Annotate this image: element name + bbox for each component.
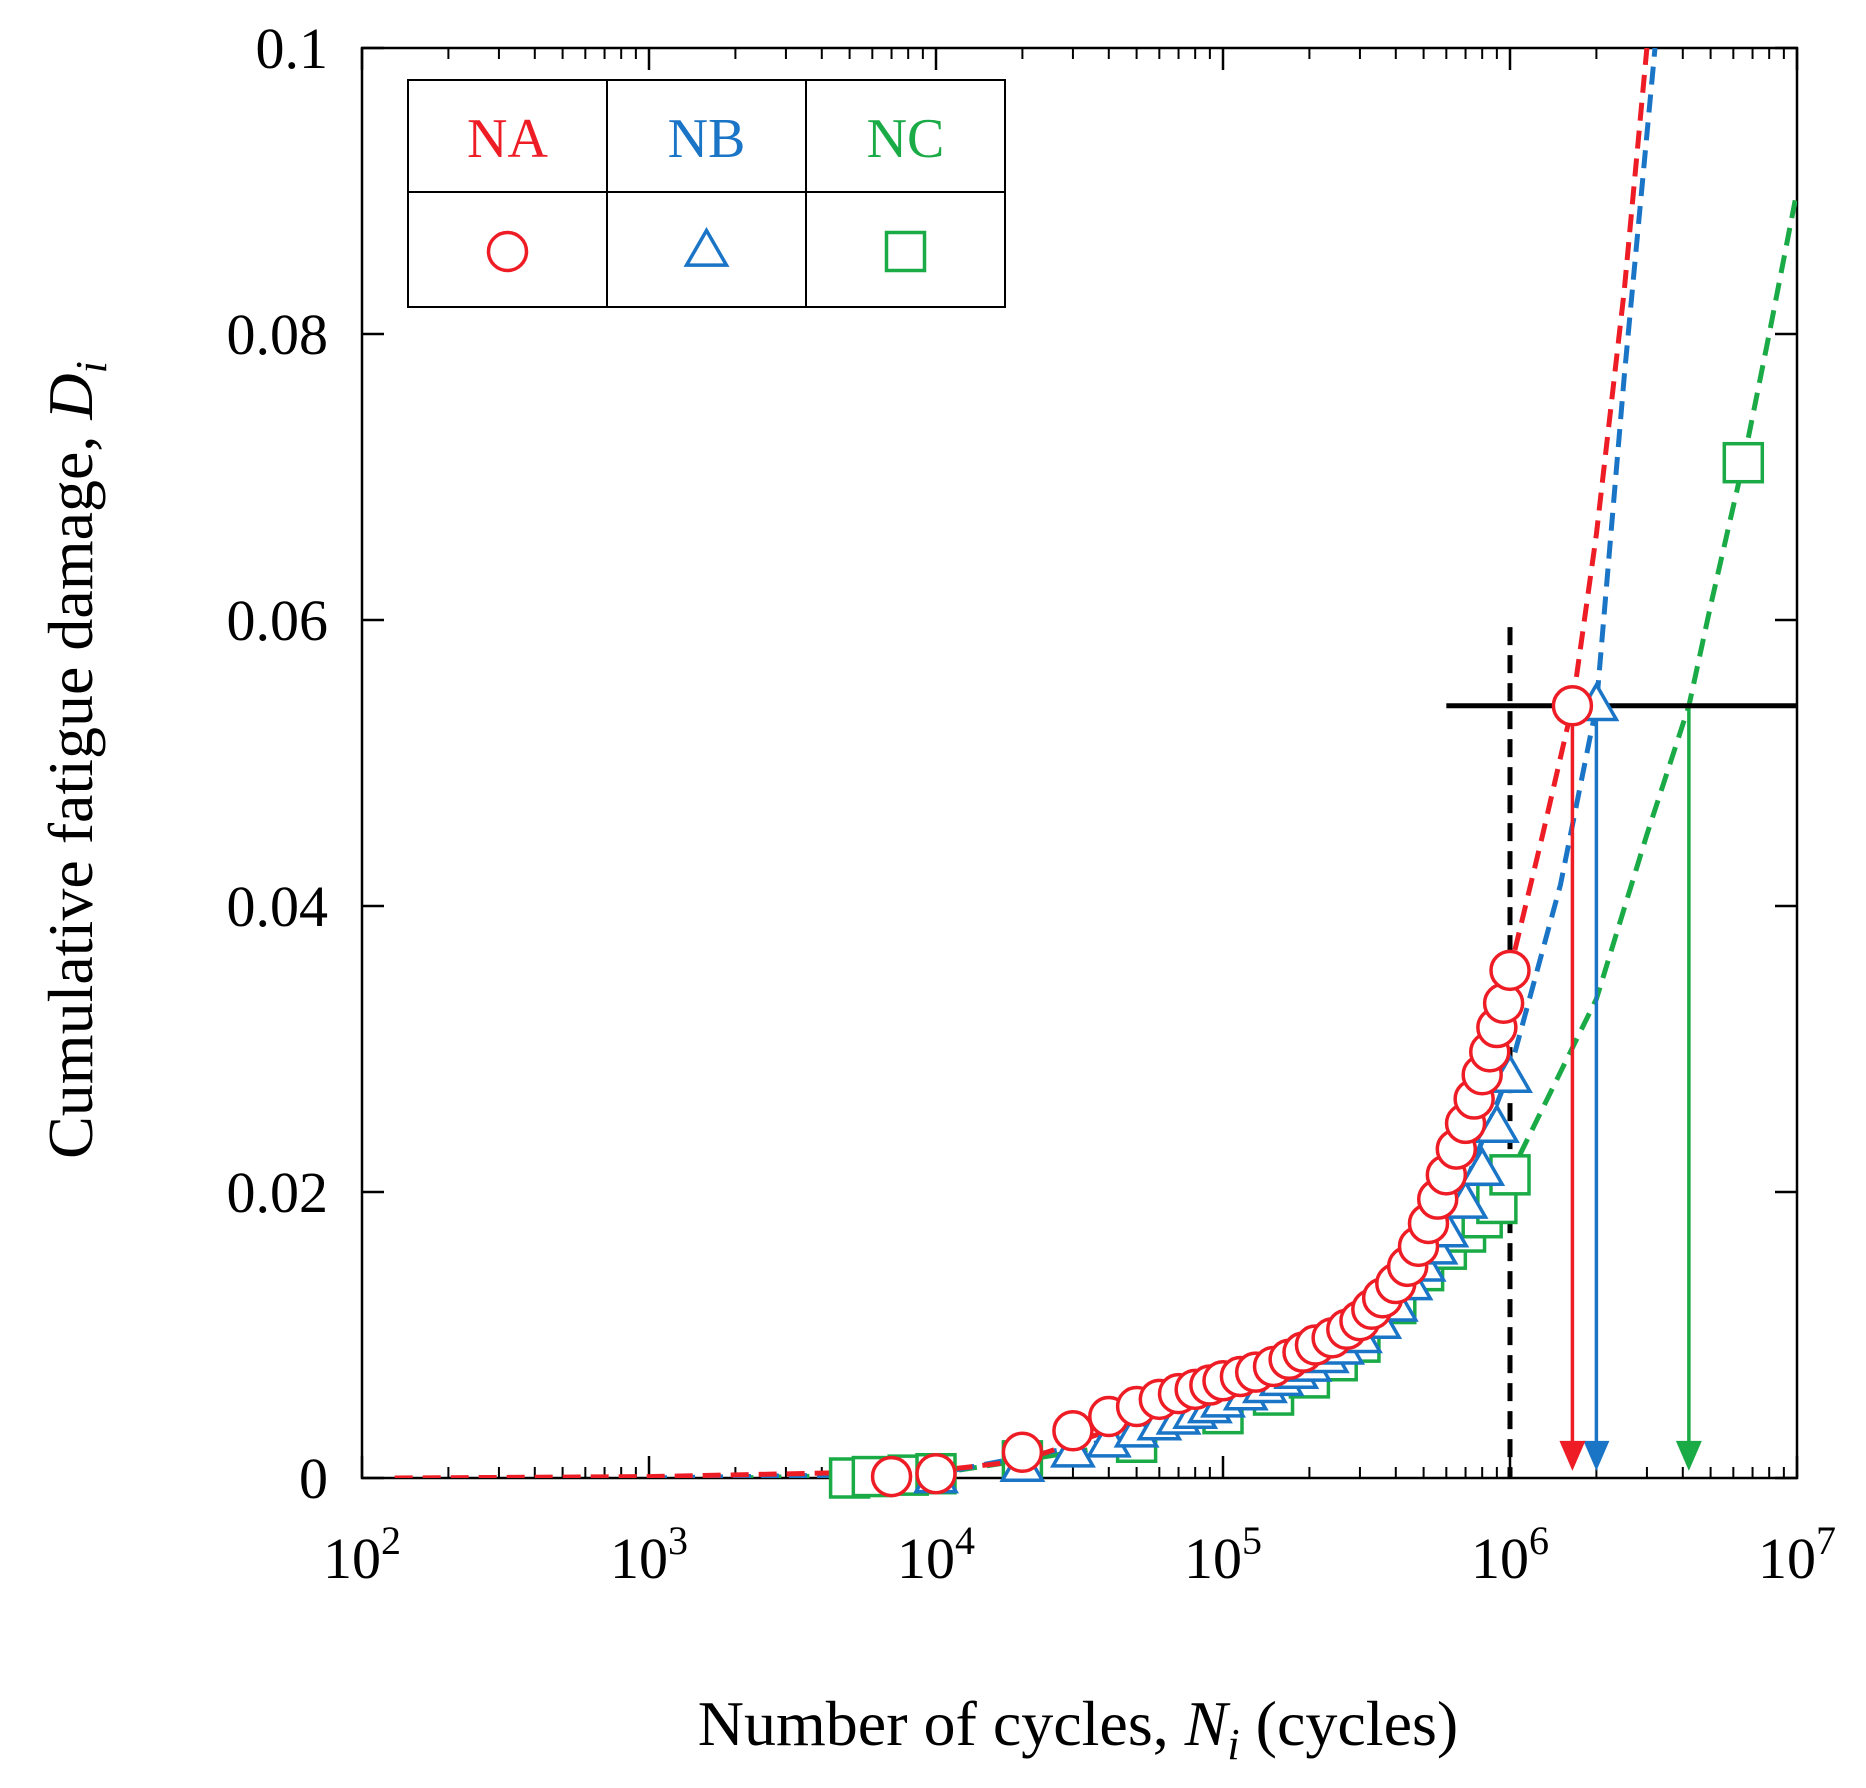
fit-curve-nc [735, 190, 1797, 1478]
data-point-nc [1722, 441, 1765, 484]
y-tick-label: 0.02 [227, 1160, 329, 1225]
projection-arrowhead-nb [1583, 1440, 1610, 1471]
x-tick-label: 105 [1184, 1518, 1262, 1591]
legend-label-na: NA [467, 108, 548, 170]
legend-label-nb: NB [668, 108, 746, 170]
x-tick-label: 104 [897, 1518, 975, 1591]
x-tick-label: 107 [1758, 1518, 1836, 1591]
x-tick-label: 103 [610, 1518, 688, 1591]
data-point-nb [1459, 1146, 1506, 1186]
legend-marker-na [486, 230, 529, 273]
y-tick-label: 0.04 [227, 874, 329, 939]
data-point-na [1551, 685, 1594, 727]
data-point-na [915, 1452, 957, 1495]
y-tick-label: 0.08 [227, 302, 329, 367]
x-axis-title: Number of cycles, Ni (cycles) [698, 1688, 1458, 1769]
y-tick-label: 0 [299, 1446, 328, 1511]
legend-label-nc: NC [867, 108, 945, 170]
data-point-nb [1473, 1103, 1520, 1144]
legend-marker-nb [683, 226, 730, 267]
projection-arrowhead-na [1559, 1440, 1586, 1471]
data-point-na [870, 1455, 913, 1498]
x-tick-label: 102 [323, 1518, 401, 1591]
y-axis-title: Cumulative fatigue damage, Di [35, 361, 116, 1159]
data-point-na [1052, 1410, 1094, 1452]
projection-arrowhead-nc [1675, 1440, 1702, 1471]
y-tick-label: 0.06 [227, 588, 329, 653]
y-tick-label: 0.1 [256, 16, 329, 81]
data-point-na [1489, 949, 1531, 992]
legend-marker-nc [884, 230, 927, 273]
data-point-na [1001, 1431, 1044, 1474]
x-tick-label: 106 [1471, 1518, 1549, 1591]
